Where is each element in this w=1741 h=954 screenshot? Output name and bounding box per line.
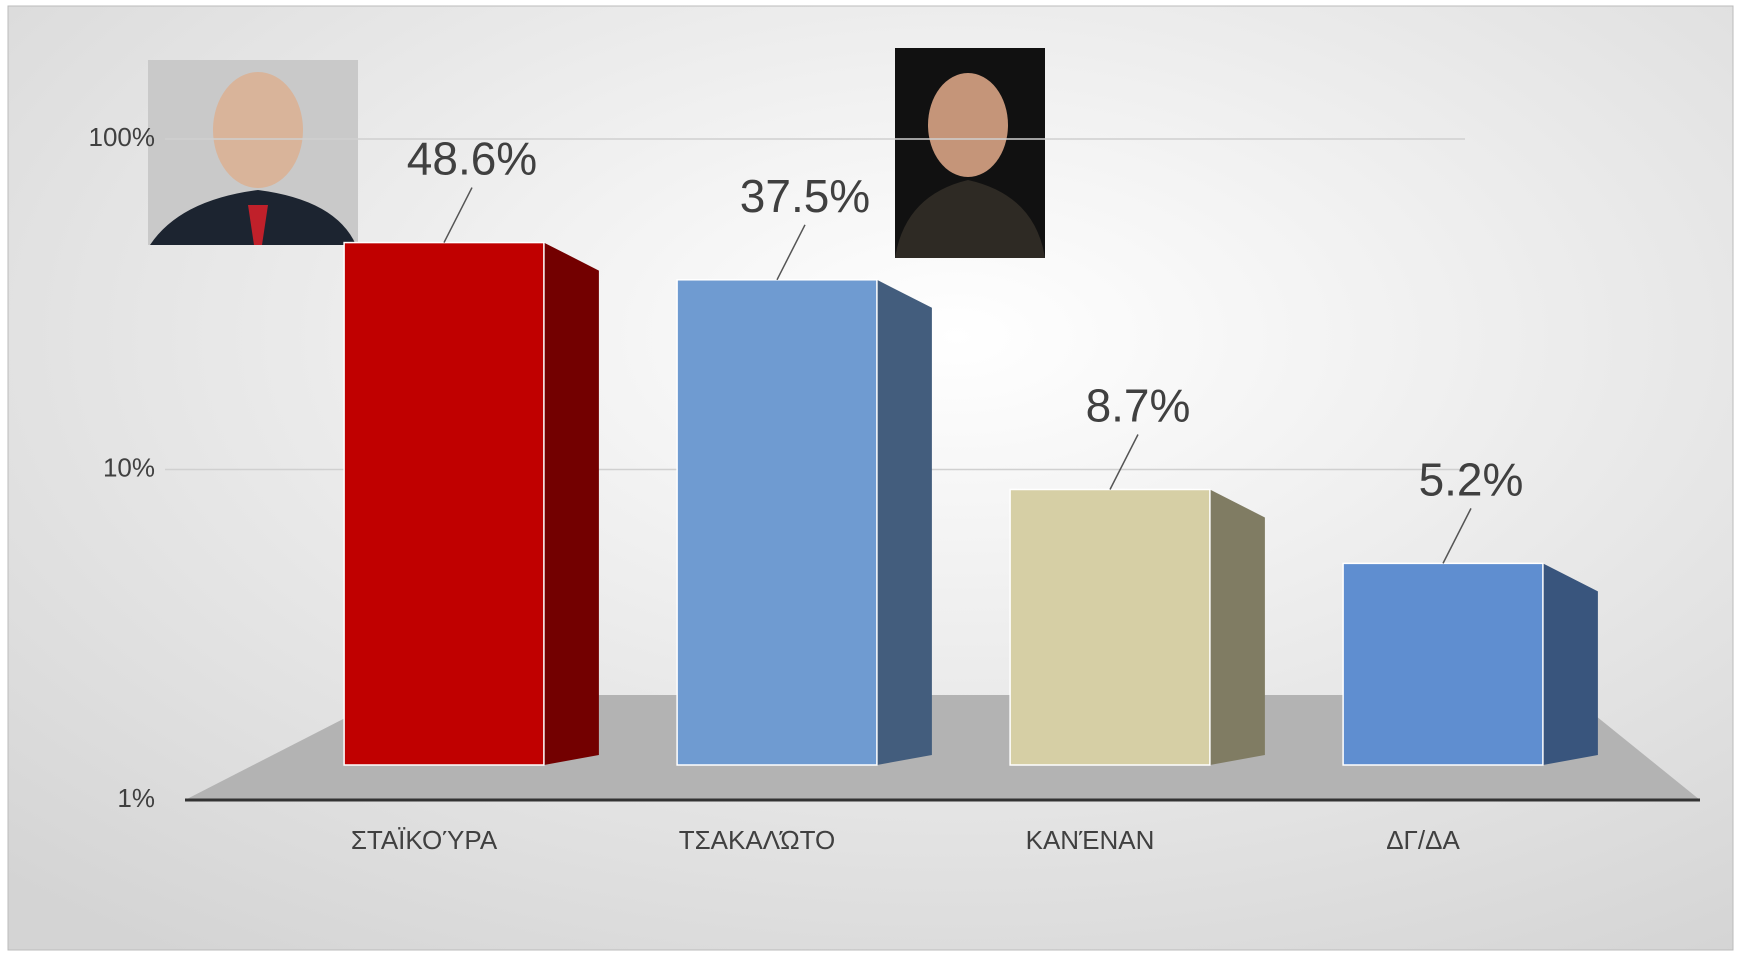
- value-label: 37.5%: [740, 170, 870, 222]
- bar: [676, 279, 878, 766]
- bar-side: [876, 279, 932, 765]
- x-tick-label: ΔΓ/ΔΑ: [1386, 825, 1460, 855]
- y-tick-label: 100%: [89, 122, 156, 152]
- bar-side: [1209, 489, 1265, 765]
- bar-side: [543, 242, 599, 765]
- bar-side: [1542, 563, 1598, 765]
- leader-line: [776, 224, 806, 281]
- value-label: 8.7%: [1086, 380, 1191, 432]
- portrait-left: [148, 60, 358, 245]
- bar: [1342, 562, 1544, 766]
- leader-line: [443, 187, 473, 243]
- portrait-right: [895, 48, 1045, 258]
- value-label: 5.2%: [1419, 454, 1524, 506]
- y-tick-label: 10%: [103, 452, 155, 482]
- x-tick-label: ΤΣΑΚΑΛΏΤΟ: [679, 825, 836, 855]
- leader-line: [1109, 434, 1139, 490]
- x-tick-label: ΣΤΑΪΚΟΎΡΑ: [351, 825, 498, 855]
- x-tick-label: ΚΑΝΈΝΑΝ: [1026, 825, 1155, 855]
- y-tick-label: 1%: [117, 783, 155, 813]
- value-label: 48.6%: [407, 133, 537, 185]
- leader-line: [1442, 508, 1472, 564]
- bar: [1009, 488, 1211, 766]
- bar: [343, 241, 545, 766]
